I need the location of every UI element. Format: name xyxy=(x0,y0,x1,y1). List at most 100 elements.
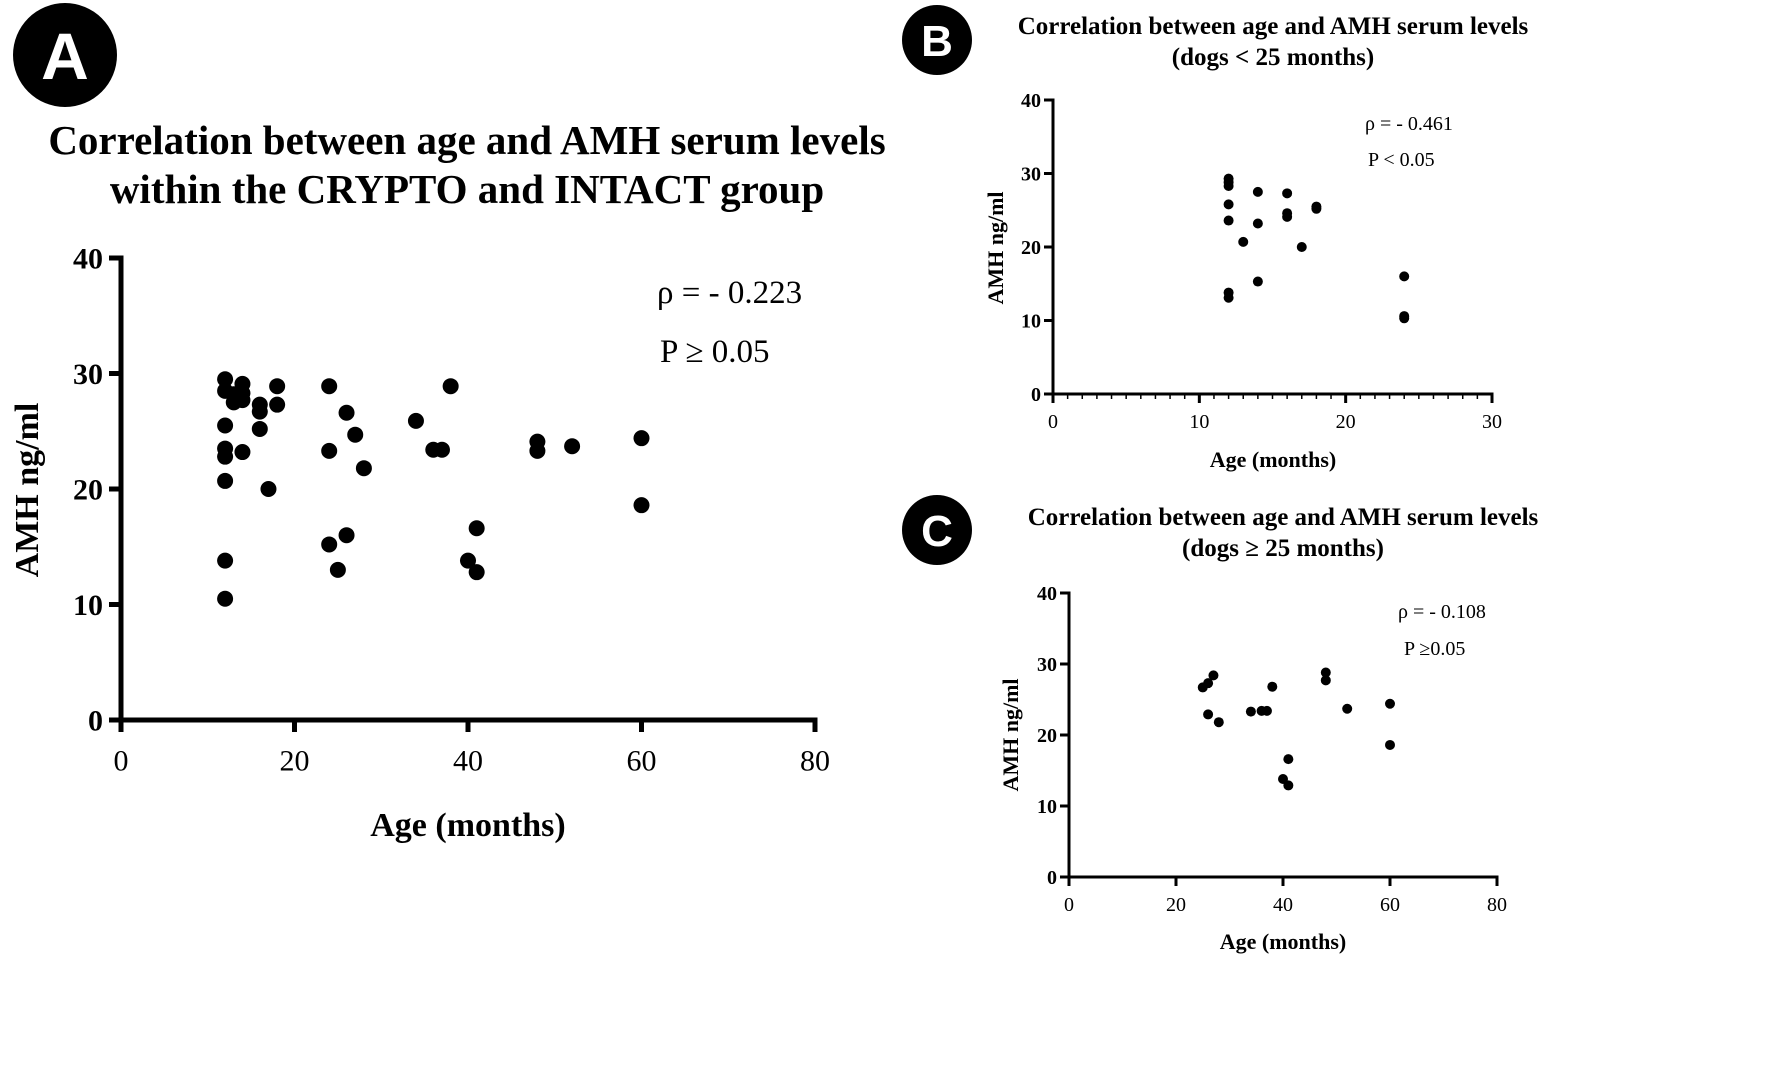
panel-badge-circle xyxy=(902,5,972,75)
data-point xyxy=(1252,218,1263,229)
data-point xyxy=(338,404,355,421)
data-point xyxy=(1267,681,1278,692)
panel-badge-label: A xyxy=(41,19,89,93)
x-tick-label: 80 xyxy=(800,745,830,778)
data-point xyxy=(1385,698,1395,709)
y-tick-label: 40 xyxy=(73,243,103,276)
data-point xyxy=(321,536,338,553)
panel-badge-label: B xyxy=(921,17,953,66)
data-point xyxy=(1385,739,1395,750)
data-point xyxy=(1320,675,1331,686)
y-tick-label: 20 xyxy=(1037,725,1057,747)
data-point xyxy=(355,460,372,477)
chart-title-line: (dogs ≥ 25 months) xyxy=(1182,535,1384,562)
y-tick-label: 30 xyxy=(73,358,103,391)
data-point xyxy=(1223,199,1234,210)
panel-b: B Correlation between age and AMH serum l… xyxy=(902,5,1529,472)
p-value-annotation: P ≥0.05 xyxy=(1404,638,1465,660)
data-point xyxy=(1203,678,1214,689)
data-point xyxy=(1283,754,1294,765)
data-point xyxy=(1320,667,1331,678)
data-point xyxy=(329,561,346,578)
data-point xyxy=(1252,186,1263,197)
x-axis-label: Age (months) xyxy=(1220,929,1347,954)
data-point xyxy=(468,564,485,581)
chart-title-line: Correlation between age and AMH serum le… xyxy=(1018,13,1529,40)
y-axis-label: AMH ng/ml xyxy=(983,191,1008,304)
data-point xyxy=(1238,236,1249,247)
y-axis-label: AMH ng/ml xyxy=(9,403,46,578)
data-point xyxy=(1252,276,1263,287)
data-point xyxy=(1208,670,1219,681)
data-point xyxy=(217,417,234,434)
x-tick-label: 20 xyxy=(280,745,310,778)
data-point xyxy=(217,448,234,465)
data-point xyxy=(338,527,355,544)
x-tick-label: 0 xyxy=(1064,894,1074,916)
rho-annotation: ρ = - 0.223 xyxy=(657,275,802,311)
x-tick-label: 0 xyxy=(114,745,129,778)
x-tick-label: 60 xyxy=(1380,894,1400,916)
data-point xyxy=(260,481,277,497)
x-tick-label: 30 xyxy=(1482,411,1502,433)
y-tick-label: 40 xyxy=(1021,90,1041,112)
rho-annotation: ρ = - 0.108 xyxy=(1398,601,1486,623)
data-point xyxy=(1282,211,1293,222)
data-point xyxy=(1399,271,1410,282)
chart-title-line: (dogs < 25 months) xyxy=(1172,44,1374,71)
data-point xyxy=(217,472,234,489)
data-point xyxy=(1311,203,1322,214)
data-point xyxy=(321,442,338,459)
data-point xyxy=(251,403,268,420)
p-value-annotation: P < 0.05 xyxy=(1368,149,1435,171)
data-point xyxy=(633,497,650,514)
x-tick-label: 60 xyxy=(627,745,657,778)
data-point xyxy=(1223,180,1234,191)
data-point xyxy=(217,552,234,569)
data-point xyxy=(1223,292,1234,303)
x-tick-label: 40 xyxy=(453,745,483,778)
data-point xyxy=(347,426,364,443)
y-tick-label: 0 xyxy=(88,705,103,738)
p-value-annotation: P ≥ 0.05 xyxy=(660,334,770,370)
chart-title-line: within the CRYPTO and INTACT group xyxy=(110,166,824,212)
y-tick-label: 30 xyxy=(1037,654,1057,676)
y-tick-label: 10 xyxy=(1021,311,1041,333)
data-point xyxy=(1342,703,1353,714)
x-axis-label: Age (months) xyxy=(370,807,565,844)
x-tick-label: 80 xyxy=(1487,894,1507,916)
data-point xyxy=(1261,705,1272,716)
y-axis-label: AMH ng/ml xyxy=(998,678,1023,791)
y-tick-label: 0 xyxy=(1031,384,1041,406)
data-point xyxy=(1282,188,1293,199)
data-point xyxy=(269,396,286,413)
data-point xyxy=(442,378,459,395)
x-tick-label: 10 xyxy=(1189,411,1209,433)
y-tick-label: 20 xyxy=(73,474,103,507)
data-point xyxy=(321,378,338,395)
data-point xyxy=(1245,706,1256,717)
panel-badge-circle xyxy=(902,495,972,565)
rho-annotation: ρ = - 0.461 xyxy=(1365,113,1453,135)
data-point xyxy=(1213,717,1224,728)
x-tick-label: 0 xyxy=(1048,411,1058,433)
data-point xyxy=(407,412,424,429)
data-point xyxy=(217,590,234,607)
x-tick-label: 20 xyxy=(1166,894,1186,916)
data-point xyxy=(1399,313,1410,324)
chart-title-line: Correlation between age and AMH serum le… xyxy=(1028,504,1539,531)
x-axis-label: Age (months) xyxy=(1210,447,1337,472)
data-point xyxy=(1283,780,1294,791)
data-point xyxy=(529,442,546,459)
y-tick-label: 40 xyxy=(1037,583,1057,605)
data-point xyxy=(234,392,251,409)
data-point xyxy=(234,444,251,461)
x-tick-label: 20 xyxy=(1336,411,1356,433)
data-point xyxy=(269,378,286,395)
y-tick-label: 10 xyxy=(1037,796,1057,818)
panel-badge-label: C xyxy=(921,507,953,556)
panel-c: C Correlation between age and AMH serum l… xyxy=(902,495,1539,954)
data-point xyxy=(251,420,268,437)
y-tick-label: 20 xyxy=(1021,237,1041,259)
panel-badge-circle xyxy=(13,3,117,107)
